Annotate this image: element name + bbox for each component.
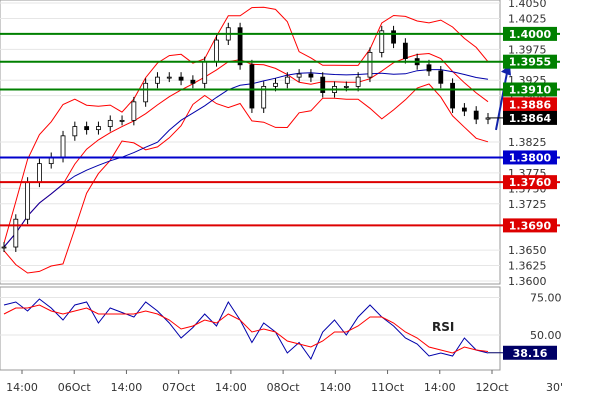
candle-body bbox=[237, 27, 243, 66]
moving-average-line bbox=[3, 69, 489, 248]
x-tick-label: 14:00 bbox=[111, 381, 143, 394]
level-label-box bbox=[503, 218, 557, 233]
candle-body bbox=[190, 79, 196, 84]
x-tick-label: 14:00 bbox=[319, 381, 351, 394]
x-tick-label: 06Oct bbox=[58, 381, 92, 394]
candle-body bbox=[1, 246, 7, 249]
level-label: 1.3760 bbox=[509, 176, 552, 189]
candle-body bbox=[261, 86, 267, 109]
price-y-tick-label: 1.3975 bbox=[508, 43, 547, 56]
current-price-box bbox=[503, 110, 557, 125]
price-levels: 1.4000 1.3955 1.3910 1.3800 1.3760 1.3690 1.38… bbox=[0, 26, 560, 233]
bollinger-value-box bbox=[503, 97, 557, 112]
level-label-box bbox=[503, 82, 557, 97]
candle-body bbox=[155, 76, 160, 84]
candle-body bbox=[202, 61, 208, 84]
level-label: 1.3800 bbox=[509, 151, 552, 164]
bollinger-lower-band bbox=[3, 83, 489, 274]
price-y-tick-label: 1.3725 bbox=[508, 198, 547, 211]
price-y-tick-label: 1.3600 bbox=[508, 275, 547, 288]
candle-body bbox=[249, 64, 255, 109]
level-label: 1.4000 bbox=[509, 28, 552, 41]
candle-body bbox=[461, 107, 467, 112]
bollinger-value-label: 1.3886 bbox=[509, 98, 552, 111]
x-tick-label: 14:00 bbox=[6, 381, 38, 394]
forecast-arrow-shaft bbox=[495, 72, 508, 131]
x-tick-label: 14:00 bbox=[215, 381, 247, 394]
candle-body bbox=[84, 126, 90, 131]
candle-body bbox=[367, 52, 373, 78]
candle-body bbox=[402, 42, 408, 60]
candle-body bbox=[450, 82, 455, 109]
candle-body bbox=[166, 76, 172, 79]
price-y-tick-label: 1.4050 bbox=[508, 0, 547, 10]
candle-body bbox=[473, 110, 479, 120]
x-tick-label: 11Oct bbox=[371, 381, 405, 394]
candle-body bbox=[13, 218, 19, 248]
price-y-axis: 1.40501.40251.39751.39251.39001.38251.37… bbox=[508, 0, 547, 288]
candle-body bbox=[379, 30, 385, 53]
rsi-value-box bbox=[503, 345, 557, 360]
candle-body bbox=[214, 39, 219, 63]
rsi-y-axis: 75.00 50.00 38.16 bbox=[488, 292, 562, 360]
rsi-value-label: 38.16 bbox=[513, 347, 548, 360]
bollinger-upper-band bbox=[3, 6, 489, 244]
level-label-box bbox=[503, 26, 557, 41]
candle-body bbox=[72, 126, 78, 137]
candle-body bbox=[320, 76, 326, 93]
candle-body bbox=[343, 86, 349, 88]
level-label: 1.3955 bbox=[509, 56, 551, 69]
price-y-tick-label: 1.3625 bbox=[508, 260, 547, 273]
rsi-y-tick-label: 75.00 bbox=[530, 292, 562, 305]
x-tick-label: 07Oct bbox=[162, 381, 196, 394]
price-gridlines bbox=[0, 2, 500, 282]
candle-body bbox=[355, 76, 361, 87]
x-tick-label: 14:00 bbox=[424, 381, 456, 394]
candle-body bbox=[60, 135, 66, 158]
x-tick-label: 08Oct bbox=[267, 381, 301, 394]
rsi-plot bbox=[0, 297, 500, 361]
level-label-box bbox=[503, 175, 557, 190]
candle-body bbox=[178, 76, 184, 81]
candle-body bbox=[426, 64, 432, 72]
level-label-box bbox=[503, 150, 557, 165]
candle-body bbox=[25, 181, 31, 220]
candle-body bbox=[284, 76, 290, 84]
candle-body bbox=[308, 73, 314, 78]
price-y-tick-label: 1.4025 bbox=[508, 12, 547, 25]
level-label: 1.3910 bbox=[509, 83, 552, 96]
candle-body bbox=[273, 82, 278, 87]
rsi-series-line bbox=[3, 304, 489, 354]
candle-body bbox=[131, 101, 137, 121]
x-tick-label: 12Oct bbox=[475, 381, 509, 394]
rsi-y-tick-label: 50.00 bbox=[530, 329, 562, 342]
candle-body bbox=[107, 119, 113, 127]
candle-body bbox=[96, 126, 101, 131]
timeframe-label: 30' bbox=[546, 381, 563, 394]
rsi-title: RSI bbox=[432, 320, 454, 334]
candle-body bbox=[391, 30, 396, 44]
candle-body bbox=[37, 163, 42, 183]
rsi-panel-frame bbox=[0, 286, 501, 371]
price-y-tick-label: 1.3825 bbox=[508, 136, 547, 149]
level-label: 1.3690 bbox=[509, 219, 552, 232]
candle-body bbox=[438, 70, 444, 84]
level-label-box bbox=[503, 54, 557, 69]
price-y-tick-label: 1.3650 bbox=[508, 244, 547, 257]
candle-body bbox=[296, 73, 302, 78]
rsi-series-line bbox=[3, 298, 489, 361]
current-price-label: 1.3864 bbox=[509, 112, 552, 125]
price-plot bbox=[1, 6, 491, 274]
x-axis: 14:00 06Oct 14:00 07Oct 14:00 08Oct 14:00 11Oct… bbox=[6, 370, 509, 394]
candle-body bbox=[143, 82, 149, 103]
candle-body bbox=[119, 119, 125, 122]
